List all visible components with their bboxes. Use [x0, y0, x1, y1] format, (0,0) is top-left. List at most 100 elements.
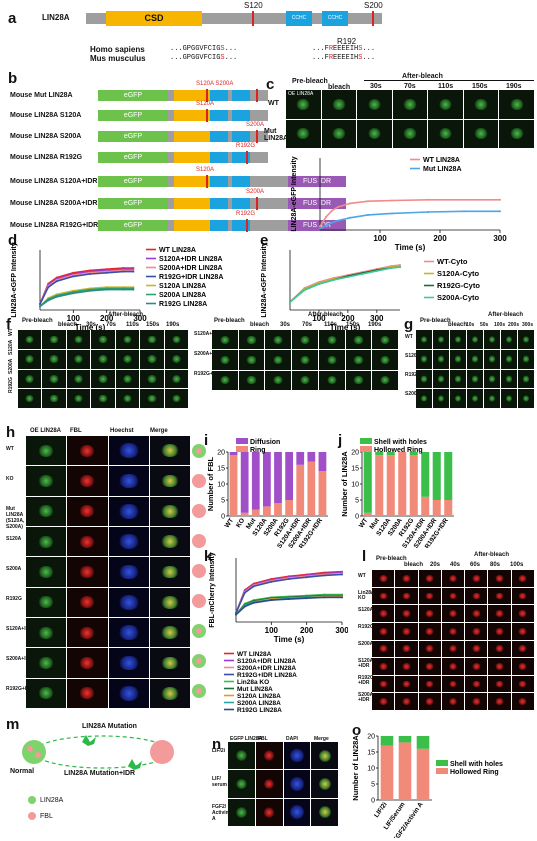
lin28a-backbone — [168, 176, 288, 187]
data-point — [367, 200, 369, 203]
x-tick-label: 100 — [373, 234, 387, 243]
panel-label-n: n — [212, 736, 222, 753]
data-point — [55, 295, 58, 298]
microscopy-cell — [283, 742, 311, 770]
bar-segment — [375, 452, 384, 456]
microscopy-cell — [91, 330, 115, 349]
microscopy-cell — [26, 436, 67, 466]
data-point — [337, 219, 339, 222]
microscopy-cell — [372, 370, 398, 390]
data-point — [390, 267, 393, 269]
egfp-domain: eGFP — [98, 198, 168, 209]
bar-segment — [363, 452, 372, 513]
series-line — [289, 266, 401, 303]
f-bleach-2: bleach — [250, 322, 270, 328]
f-time: 30s — [86, 322, 97, 328]
cchc-domain — [210, 198, 228, 209]
mutation-marker — [246, 151, 248, 164]
microscopy-cell — [511, 570, 534, 587]
series-line — [39, 286, 134, 307]
microscopy-cell — [18, 369, 42, 389]
data-point — [361, 273, 364, 275]
data-point — [337, 205, 339, 208]
microscopy-cell — [321, 119, 357, 148]
microscopy-cell — [372, 622, 395, 640]
microscopy-cell — [465, 658, 488, 675]
bar-segment — [263, 506, 271, 516]
seq-homo-2: ...FREEEEIHS... — [312, 45, 376, 53]
microscopy-cell — [416, 349, 432, 369]
legend-swatch — [360, 438, 372, 444]
microscopy-cell — [149, 678, 190, 708]
x-tick-label: 100 — [312, 314, 326, 323]
bar-segment — [416, 748, 430, 800]
mutation-label: S120A — [196, 167, 214, 173]
x-axis-label: Time (s) — [274, 635, 305, 644]
bar-segment — [240, 512, 249, 516]
microscopy-cell — [463, 119, 499, 148]
cchc-domain — [210, 110, 228, 121]
data-point — [367, 213, 369, 216]
mutation-text: S120A — [196, 167, 215, 173]
microscopy-cell — [467, 349, 483, 369]
legend-label: R192G-Cyto — [437, 281, 480, 290]
microscopy-cell — [318, 330, 345, 350]
g-time: 300s — [522, 322, 534, 328]
h-row-label: KO — [6, 476, 14, 482]
h-schematic-core — [196, 448, 202, 454]
mutation-marker — [256, 89, 258, 102]
series-line — [39, 269, 134, 305]
y-axis-label: LIN28A-eGFP Intensity — [261, 242, 268, 317]
bar-segment — [444, 500, 453, 516]
microscopy-cell — [318, 370, 345, 390]
f-time-2: 30s — [280, 322, 291, 328]
y-tick-label: 20 — [217, 450, 225, 457]
microscopy-cell — [418, 693, 441, 710]
g-time: 50s — [480, 322, 489, 328]
n-row-label: FGF2/ Activin A — [212, 804, 229, 822]
microscopy-cell — [149, 436, 190, 466]
cchc-domain — [232, 152, 250, 163]
microscopy-cell — [372, 693, 395, 710]
y-tick-label: 0 — [221, 514, 225, 521]
legend-label: Diffusion — [250, 439, 280, 446]
legend-label: WT LIN28A — [423, 157, 460, 164]
microscopy-cell — [499, 119, 534, 148]
bar-segment — [229, 452, 238, 456]
seq-homo-1: ...GPGGVFCIGS... — [170, 45, 238, 53]
mutation-label: R192G — [236, 211, 255, 217]
data-point — [427, 198, 429, 201]
cchc-domain-1: CCHC — [286, 11, 312, 26]
microscopy-cell — [511, 693, 534, 710]
microscopy-cell — [418, 675, 441, 693]
f-row-label-2: R192G+IDR — [194, 371, 222, 377]
bar-segment — [375, 455, 384, 516]
m-top-label: LIN28A Mutation — [82, 723, 137, 730]
species-mus: Mus musculus — [90, 54, 146, 63]
construct-name: Mouse LIN28A R192G+IDR — [10, 222, 99, 229]
microscopy-cell — [149, 466, 190, 496]
h-row-label: R192G — [6, 596, 22, 602]
panel-label-k: k — [204, 548, 213, 565]
bar-segment — [263, 452, 271, 507]
microscopy-cell — [395, 658, 418, 675]
series-line — [289, 264, 401, 303]
x-tick-label: WT — [224, 517, 236, 529]
data-point — [289, 301, 291, 303]
microscopy-cell — [212, 330, 238, 350]
microscopy-cell — [465, 675, 488, 693]
microscopy-cell — [450, 330, 466, 349]
csd-domain — [174, 110, 210, 121]
microscopy-cell — [465, 587, 488, 605]
g-time: 100s — [494, 322, 506, 328]
data-point — [303, 289, 306, 291]
microscopy-cell — [501, 330, 517, 349]
x-tick-label: 100 — [265, 626, 279, 635]
cchc-domain — [232, 90, 250, 101]
r192-label: R192 — [337, 37, 357, 46]
legend-label: Hollowed Ring — [450, 769, 499, 776]
data-point — [391, 199, 393, 202]
h-col-label: FBL — [70, 428, 82, 434]
c-time-label: 110s — [438, 83, 454, 90]
